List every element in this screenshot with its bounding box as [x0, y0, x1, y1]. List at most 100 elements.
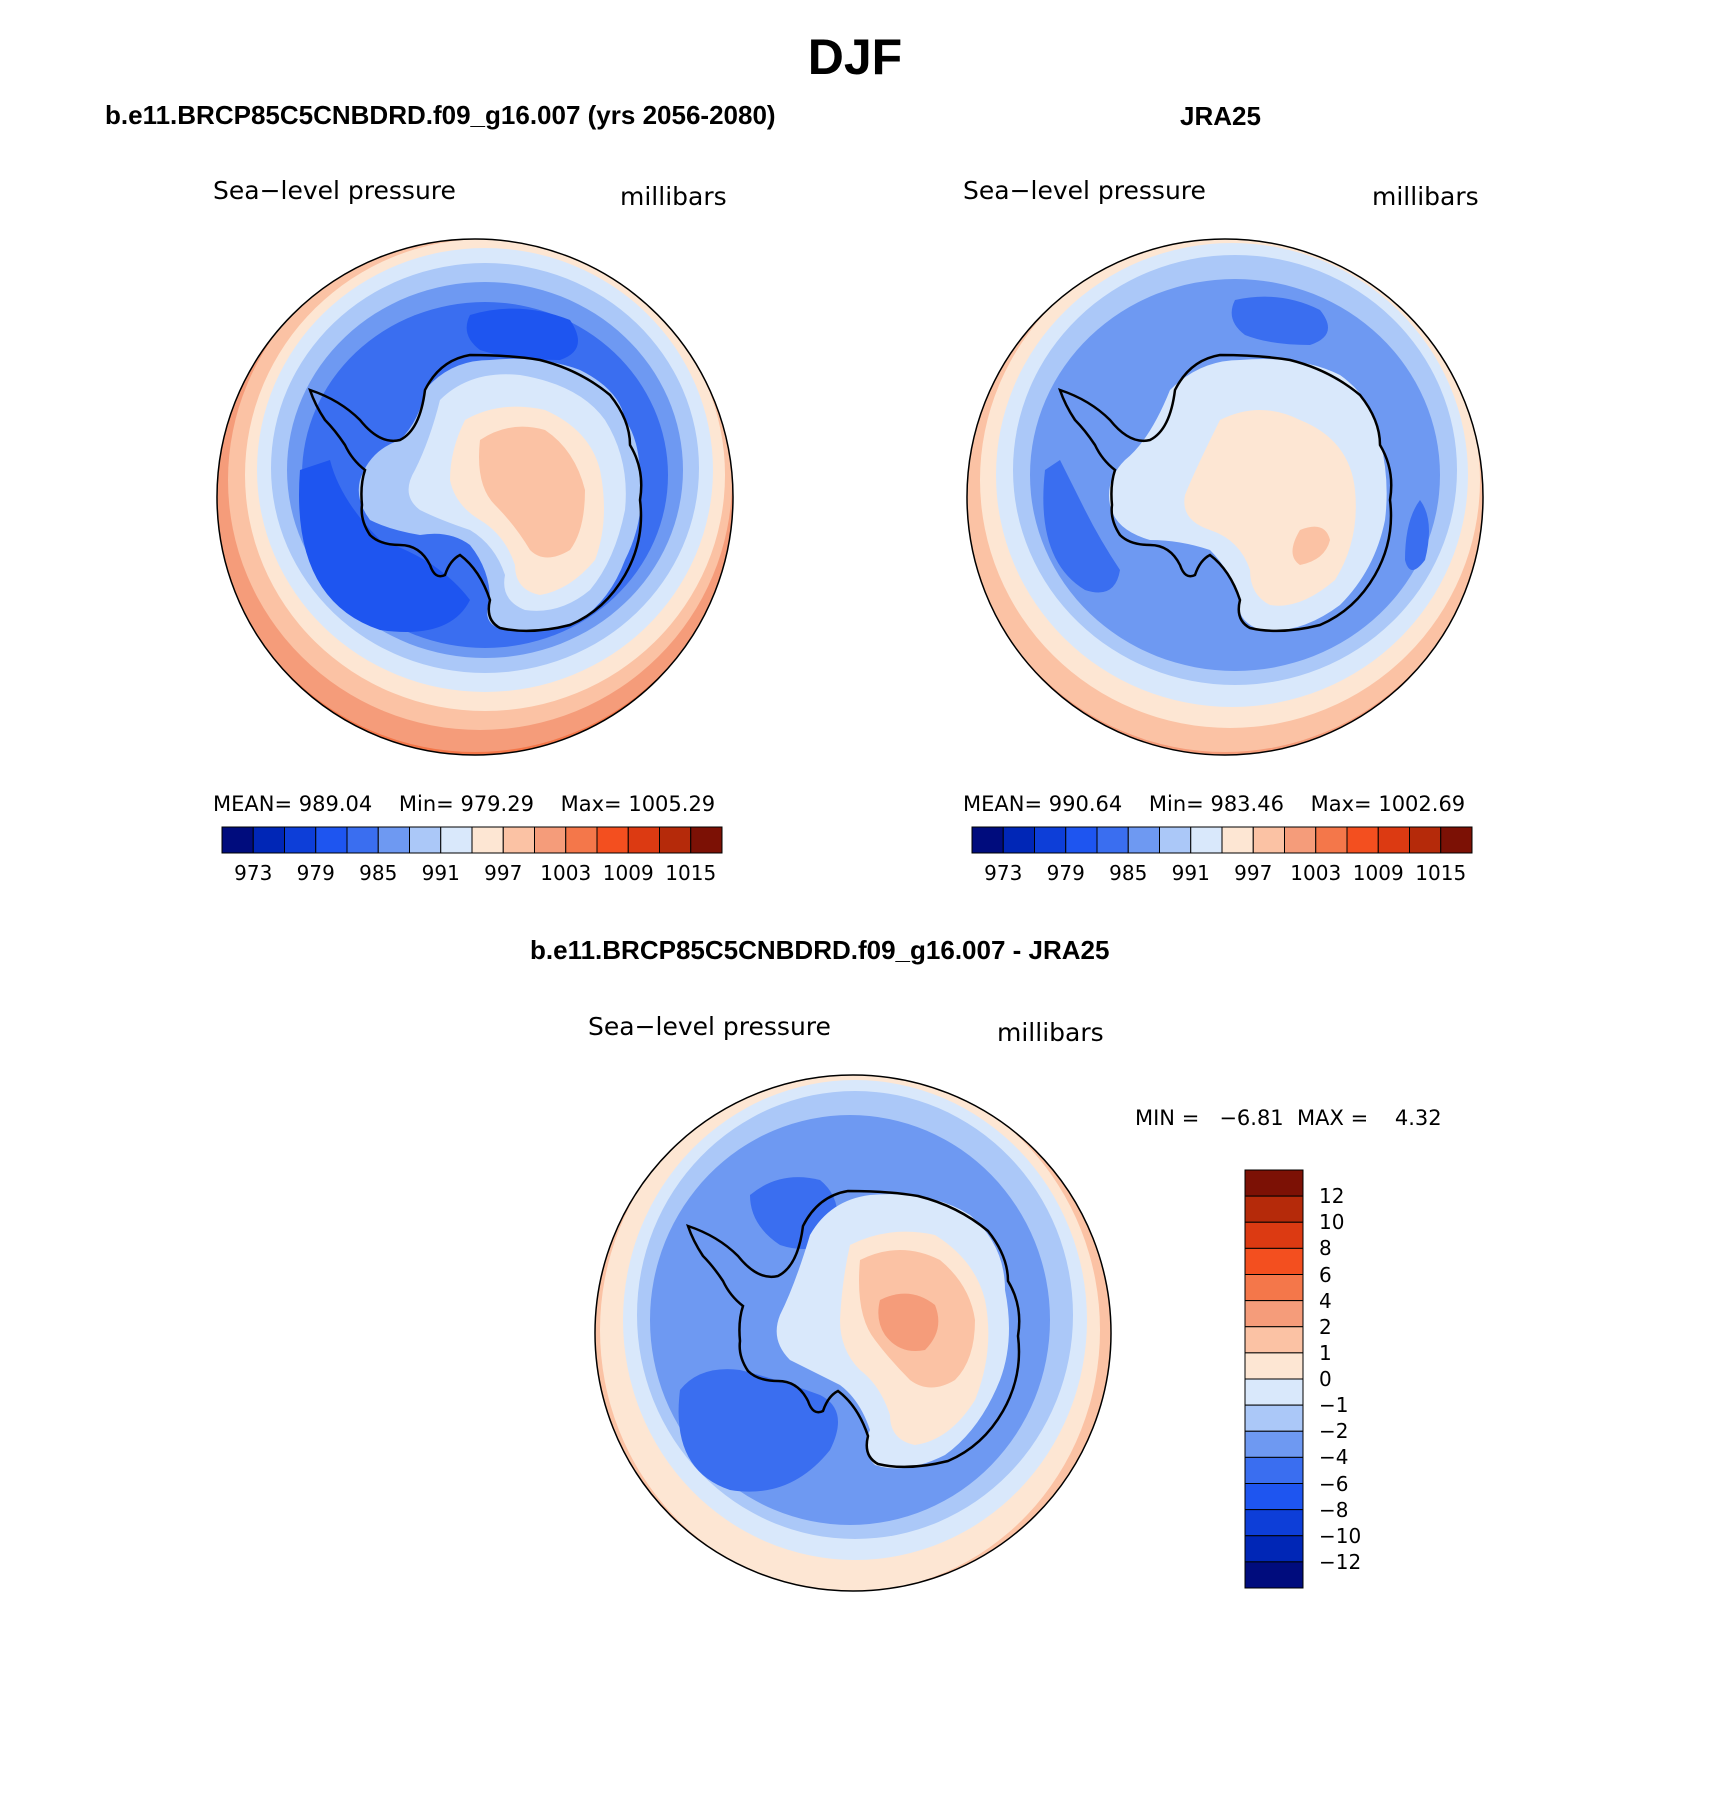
map-difference-coastline	[686, 1189, 1021, 1469]
colorbar-tick-label: 1009	[602, 861, 654, 885]
colorbar-swatch	[534, 826, 567, 854]
map-obs-coastline	[1058, 353, 1393, 633]
panel-title-obs: JRA25	[1180, 101, 1261, 131]
panel-2-mean: MEAN= 990.64	[963, 792, 1123, 816]
colorbar-swatch	[1244, 1378, 1304, 1406]
colorbar-tick-label: 12	[1319, 1184, 1345, 1209]
colorbar-swatch	[596, 826, 629, 854]
colorbar-swatch	[1244, 1430, 1304, 1458]
colorbar-swatch	[1221, 826, 1254, 854]
colorbar-tick-label: 1	[1319, 1340, 1332, 1365]
colorbar-swatch	[1284, 826, 1317, 854]
panel-1-max: Max= 1005.29	[560, 792, 716, 816]
colorbar-tick-label: 1009	[1352, 861, 1404, 885]
map-difference	[595, 1075, 1111, 1591]
colorbar-tick-label: 997	[1234, 861, 1273, 885]
panel-2-units-label: millibars	[1372, 182, 1479, 211]
map-model-border	[216, 238, 734, 756]
colorbar-swatch	[1346, 826, 1379, 854]
colorbar-tick-label: 8	[1319, 1236, 1332, 1261]
map-obs	[967, 239, 1483, 755]
colorbar-swatch	[1244, 1274, 1304, 1302]
colorbar-swatch	[1096, 826, 1129, 854]
colorbar-swatch	[971, 826, 1004, 854]
panel-3-minmax: MIN = −6.81 MAX = 4.32	[1135, 1106, 1442, 1130]
colorbar-tick-label: 0	[1319, 1367, 1332, 1391]
colorbar-swatch	[409, 826, 442, 854]
colorbar-obs	[971, 826, 1473, 854]
colorbar-tick-label: 979	[296, 861, 335, 885]
colorbar-swatch	[252, 826, 285, 854]
colorbar-swatch	[1244, 1561, 1304, 1589]
panel-1-variable-label: Sea−level pressure	[213, 176, 456, 205]
colorbar-swatch	[627, 826, 660, 854]
colorbar-tick-label: 1015	[1415, 861, 1467, 885]
colorbar-swatch	[1244, 1195, 1304, 1223]
colorbar-tick-label: −2	[1319, 1419, 1349, 1444]
colorbar-tick-label: 997	[484, 861, 523, 885]
colorbar-swatch	[1315, 826, 1348, 854]
colorbar-swatch	[1002, 826, 1035, 854]
colorbar-tick-label: −8	[1319, 1497, 1349, 1522]
colorbar-swatch	[1252, 826, 1285, 854]
colorbar-tick-label: 979	[1046, 861, 1085, 885]
colorbar-tick-label: 1003	[1290, 861, 1342, 885]
colorbar-swatch	[1244, 1247, 1304, 1275]
figure-title: DJF	[807, 29, 903, 85]
colorbar-tick-label: 973	[984, 861, 1023, 885]
map-model-coastline	[308, 353, 643, 633]
colorbar-difference	[1244, 1169, 1304, 1589]
panel-2-max: Max= 1002.69	[1310, 792, 1466, 816]
map-obs-border	[966, 238, 1484, 756]
colorbar-swatch	[1190, 826, 1223, 854]
panel-2-min: Min= 983.46	[1148, 792, 1284, 816]
colorbar-swatch	[1159, 826, 1192, 854]
colorbar-tick-label: 985	[359, 861, 398, 885]
colorbar-swatch	[1377, 826, 1410, 854]
colorbar-swatch	[221, 826, 254, 854]
colorbar-swatch	[377, 826, 410, 854]
panel-1-stats: MEAN= 989.04 Min= 979.29 Max= 1005.29	[213, 792, 715, 816]
colorbar-tick-label: 2	[1319, 1314, 1332, 1339]
panel-3-variable-label: Sea−level pressure	[588, 1012, 831, 1041]
colorbar-tick-label: 991	[421, 861, 460, 885]
colorbar-tick-label: −6	[1319, 1471, 1349, 1496]
map-difference-border	[594, 1074, 1112, 1592]
colorbar-swatch	[1244, 1483, 1304, 1511]
panel-1-units-label: millibars	[620, 182, 727, 211]
colorbar-tick-label: 10	[1319, 1210, 1345, 1235]
colorbar-swatch	[1034, 826, 1067, 854]
colorbar-swatch	[1244, 1300, 1304, 1328]
colorbar-tick-label: −10	[1319, 1523, 1362, 1548]
colorbar-swatch	[690, 826, 723, 854]
colorbar-model	[221, 826, 723, 854]
panel-1-min: Min= 979.29	[398, 792, 534, 816]
colorbar-tick-label: 6	[1319, 1262, 1332, 1287]
colorbar-tick-label: 4	[1319, 1288, 1332, 1313]
colorbar-swatch	[1244, 1169, 1304, 1197]
colorbar-tick-label: −12	[1319, 1549, 1362, 1574]
colorbar-swatch	[659, 826, 692, 854]
colorbar-tick-label: 991	[1171, 861, 1210, 885]
colorbar-swatch	[440, 826, 473, 854]
colorbar-swatch	[1244, 1404, 1304, 1432]
colorbar-tick-label: 973	[234, 861, 273, 885]
colorbar-swatch	[315, 826, 348, 854]
panel-2-variable-label: Sea−level pressure	[963, 176, 1206, 205]
colorbar-tick-label: 1003	[540, 861, 592, 885]
panel-title-difference: b.e11.BRCP85C5CNBDRD.f09_g16.007 - JRA25	[530, 935, 1110, 965]
colorbar-swatch	[1065, 826, 1098, 854]
colorbar-swatch	[1127, 826, 1160, 854]
colorbar-tick-label: 985	[1109, 861, 1148, 885]
colorbar-tick-label: −4	[1319, 1445, 1349, 1470]
colorbar-swatch	[565, 826, 598, 854]
colorbar-tick-label: −1	[1319, 1393, 1349, 1418]
colorbar-swatch	[1244, 1221, 1304, 1249]
map-model	[217, 239, 733, 755]
colorbar-swatch	[346, 826, 379, 854]
colorbar-swatch	[1244, 1352, 1304, 1380]
panel-2-stats: MEAN= 990.64 Min= 983.46 Max= 1002.69	[963, 792, 1465, 816]
colorbar-swatch	[502, 826, 535, 854]
colorbar-swatch	[1244, 1326, 1304, 1354]
